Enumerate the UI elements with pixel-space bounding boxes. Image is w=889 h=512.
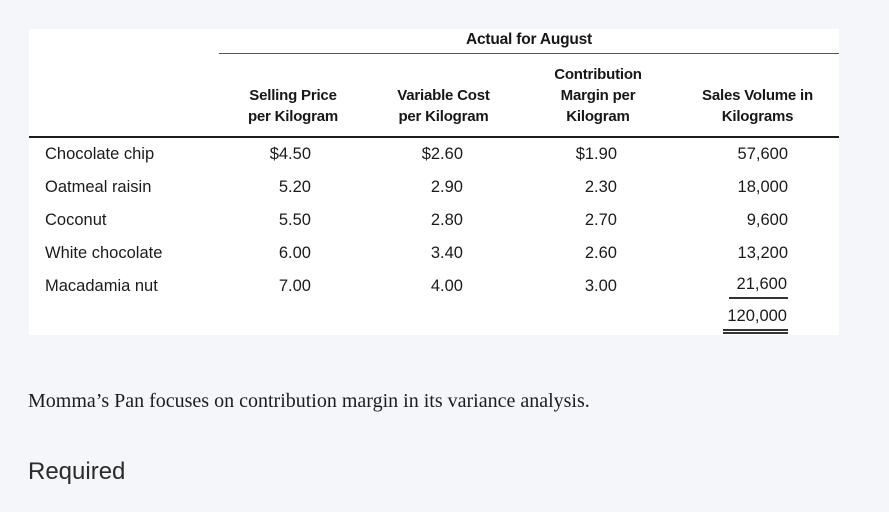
total-sales-volume-cell: 120,000 (676, 303, 839, 337)
table-title: Actual for August (219, 29, 839, 54)
total-row-spacer (29, 303, 219, 337)
variable-cost-cell: 2.80 (430, 211, 463, 229)
selling-price-cell: 6.00 (278, 244, 311, 262)
table-row: Coconut 5.50 2.80 2.70 9,600 (29, 204, 839, 237)
contribution-margin-cell: $1.90 (575, 145, 617, 163)
variable-cost-cell: $2.60 (421, 145, 463, 163)
contribution-margin-cell: 2.60 (584, 244, 617, 262)
sales-volume-cell: 21,600 (676, 270, 839, 303)
col-header-sales-volume: Sales Volume in Kilograms (676, 53, 839, 138)
col-header-contribution-margin: Contribution Margin per Kilogram (520, 53, 676, 138)
span-header-spacer (29, 29, 219, 54)
variable-cost-cell: 4.00 (430, 277, 463, 295)
row-label: White chocolate (45, 244, 163, 262)
selling-price-cell: $4.50 (269, 145, 311, 163)
table-row: Macadamia nut 7.00 4.00 3.00 21,600 (29, 270, 839, 303)
row-label: Coconut (45, 211, 107, 229)
contribution-margin-cell: 2.70 (584, 211, 617, 229)
col-header-variable-cost: Variable Cost per Kilogram (367, 53, 520, 138)
selling-price-cell: 5.20 (278, 178, 311, 196)
actual-for-august-table: Actual for August Selling Price per Kilo… (29, 29, 839, 337)
table-row: Oatmeal raisin 5.20 2.90 2.30 18,000 (29, 171, 839, 204)
subtotal-underline: 21,600 (729, 275, 788, 299)
contribution-margin-cell: 3.00 (584, 277, 617, 295)
contribution-margin-cell: 2.30 (584, 178, 617, 196)
total-row: 120,000 (29, 303, 839, 337)
sales-volume-cell: 57,600 (737, 145, 788, 163)
variable-cost-cell: 3.40 (430, 244, 463, 262)
grand-total-double-underline: 120,000 (723, 307, 788, 334)
variable-cost-cell: 2.90 (430, 178, 463, 196)
sales-volume-cell: 9,600 (746, 211, 788, 229)
column-header-row: Selling Price per Kilogram Variable Cost… (29, 53, 839, 138)
span-header-row: Actual for August (29, 29, 839, 54)
col-header-selling-price: Selling Price per Kilogram (219, 53, 367, 138)
row-label: Macadamia nut (45, 277, 158, 295)
row-label: Oatmeal raisin (45, 178, 152, 196)
selling-price-cell: 5.50 (278, 211, 311, 229)
sales-volume-cell: 18,000 (737, 178, 788, 196)
table-row: Chocolate chip $4.50 $2.60 $1.90 57,600 (29, 137, 839, 171)
selling-price-cell: 7.00 (278, 277, 311, 295)
col-header-empty (29, 53, 219, 138)
sales-volume-cell: 13,200 (737, 244, 788, 262)
required-heading: Required (28, 458, 126, 485)
table-row: White chocolate 6.00 3.40 2.60 13,200 (29, 237, 839, 270)
note-text: Momma’s Pan focuses on contribution marg… (28, 390, 590, 412)
table-card: Actual for August Selling Price per Kilo… (29, 29, 839, 335)
row-label: Chocolate chip (45, 145, 155, 163)
